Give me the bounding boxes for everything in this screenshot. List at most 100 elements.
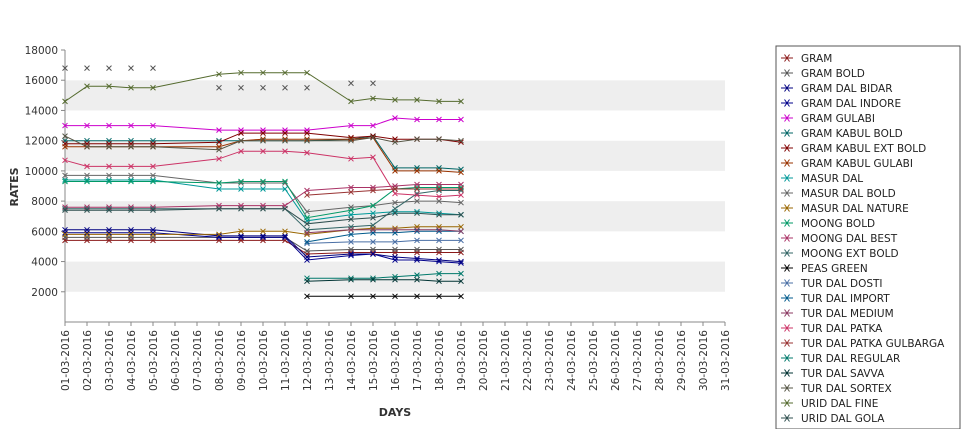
data-point — [304, 231, 310, 238]
legend-item: GRAM KABUL GULABI — [781, 158, 913, 170]
data-point — [436, 211, 442, 218]
data-point — [348, 251, 354, 257]
y-tick-label: 6000 — [31, 226, 58, 238]
data-point — [62, 133, 68, 139]
data-point — [260, 69, 266, 76]
x-tick-label: 31-03-2016 — [720, 330, 732, 391]
data-point — [304, 130, 310, 136]
series-line — [64, 150, 462, 198]
data-point — [458, 98, 464, 105]
data-point — [458, 211, 464, 218]
series-line — [65, 239, 461, 255]
data-point — [348, 293, 354, 300]
data-point — [348, 231, 354, 238]
data-point — [370, 276, 376, 283]
x-tick-label: 11-03-2016 — [280, 330, 292, 391]
data-point — [282, 205, 288, 212]
x-tick-label: 27-03-2016 — [632, 330, 644, 391]
legend-label: TUR DAL PATKA GULBARGA — [800, 338, 945, 350]
data-point — [150, 163, 156, 170]
data-point — [370, 134, 376, 141]
data-point — [84, 205, 90, 212]
data-point — [458, 137, 464, 144]
data-point — [414, 97, 420, 103]
data-point — [128, 143, 134, 150]
data-point — [216, 180, 222, 186]
data-point — [238, 69, 244, 76]
data-point — [150, 84, 156, 91]
data-point — [304, 229, 310, 236]
x-tick-label: 16-03-2016 — [390, 330, 402, 391]
data-point — [304, 69, 310, 76]
data-point — [458, 181, 464, 188]
legend-swatch — [781, 204, 793, 212]
legend-item: URID DAL GOLA — [781, 413, 885, 425]
data-point — [150, 172, 156, 179]
legend-swatch — [781, 174, 793, 182]
data-point — [370, 275, 376, 282]
legend-item: MOONG BOLD — [781, 218, 875, 230]
legend-label: TUR DAL MEDIUM — [800, 308, 894, 320]
data-point — [62, 205, 68, 212]
data-point — [436, 198, 442, 204]
legend-item: TUR DAL REGULAR — [781, 353, 900, 365]
x-tick-label: 30-03-2016 — [698, 330, 710, 391]
data-point — [414, 198, 420, 204]
series-line — [65, 179, 462, 222]
data-point — [282, 186, 288, 192]
data-point — [370, 202, 376, 209]
data-point — [282, 233, 288, 239]
data-point — [348, 239, 354, 245]
legend-item: TUR DAL PATKA — [781, 323, 883, 335]
data-point — [216, 146, 222, 153]
legend-swatch — [781, 339, 793, 347]
data-point — [304, 278, 310, 285]
data-point — [458, 139, 464, 146]
legend-swatch — [781, 84, 793, 92]
x-tick-label: 20-03-2016 — [478, 330, 490, 391]
data-point — [106, 65, 112, 71]
data-point — [458, 228, 464, 235]
grid-band — [65, 50, 725, 81]
data-point — [282, 136, 288, 143]
data-point — [304, 208, 310, 215]
data-point — [304, 248, 310, 254]
legend-label: TUR DAL SORTEX — [800, 383, 892, 395]
y-axis: 2000 4000 6000 8000 10000 12000 14000 16000 1800… — [25, 45, 65, 299]
data-point — [260, 148, 266, 155]
data-point — [62, 98, 68, 105]
legend-swatch — [781, 189, 793, 197]
x-tick-label: 24-03-2016 — [566, 330, 578, 391]
data-point — [458, 192, 464, 198]
data-point — [128, 231, 134, 238]
data-point — [282, 69, 288, 76]
data-point — [414, 192, 420, 198]
data-point — [304, 214, 310, 221]
series-line — [65, 174, 462, 213]
data-point — [150, 178, 156, 185]
series-line — [65, 226, 461, 235]
x-axis-title: DAYS — [379, 406, 412, 419]
data-point — [106, 122, 112, 129]
data-point — [106, 207, 112, 214]
legend-label: GRAM KABUL BOLD — [801, 128, 903, 140]
data-point — [216, 84, 222, 91]
legend-item: MOONG DAL BEST — [781, 233, 898, 245]
data-point — [370, 222, 376, 229]
data-point — [458, 223, 464, 230]
data-point — [84, 122, 90, 129]
data-point — [458, 258, 464, 265]
data-point — [84, 231, 90, 238]
x-tick-label: 23-03-2016 — [544, 330, 556, 391]
data-point — [414, 136, 420, 143]
legend-label: MASUR DAL BOLD — [801, 188, 896, 200]
data-point — [392, 115, 398, 121]
legend-label: GRAM DAL INDORE — [801, 98, 901, 110]
grid-band — [65, 201, 725, 232]
data-point — [392, 190, 398, 197]
data-point — [216, 137, 222, 144]
legend-swatch — [781, 399, 793, 407]
data-point — [216, 231, 222, 238]
data-point — [238, 186, 244, 192]
data-point — [436, 193, 442, 200]
